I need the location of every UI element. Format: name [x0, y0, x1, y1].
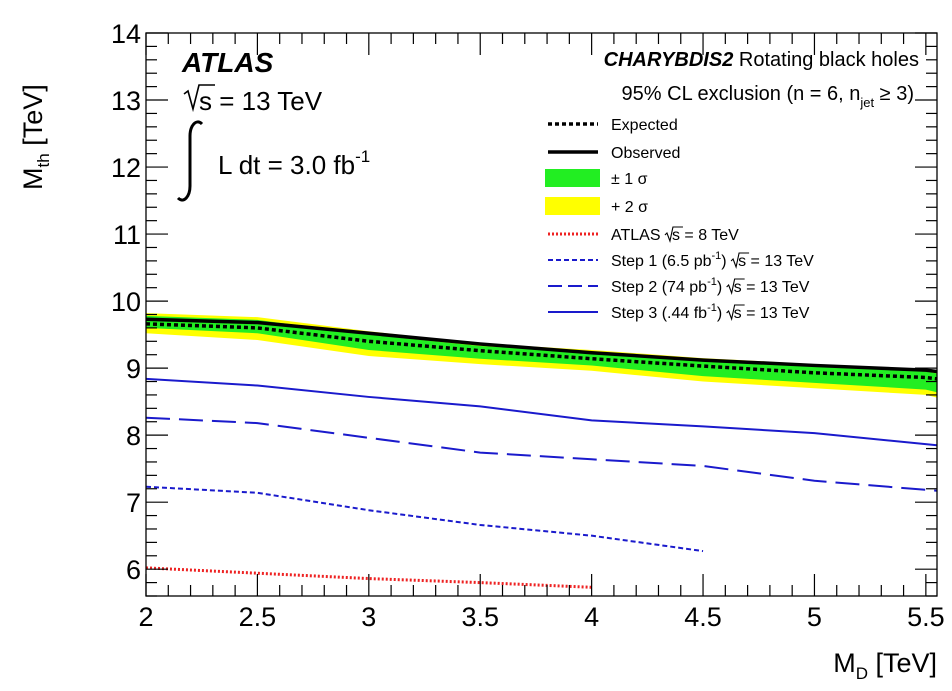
- series-line-solid-black: [146, 317, 937, 374]
- sqrt-symbol-icon: [726, 304, 745, 321]
- series-line-short-dash-blue: [146, 485, 704, 553]
- legend-swatch: [545, 197, 600, 215]
- legend-label: ATLAS s = 8 TeV: [611, 227, 739, 244]
- sqrt-symbol-icon: [730, 252, 750, 269]
- legend-swatch: [545, 169, 600, 187]
- x-tick-label: 5: [807, 602, 822, 632]
- series-line-long-dash-blue: [146, 416, 937, 492]
- x-tick-label: 2.5: [239, 602, 277, 632]
- energy-label: s = 13 TeV: [183, 84, 323, 116]
- y-tick-label: 11: [113, 220, 141, 250]
- sqrt-symbol-icon: [726, 278, 745, 295]
- x-tick-label: 3: [361, 602, 376, 632]
- x-tick-label: 3.5: [461, 602, 499, 632]
- legend-label: Observed: [611, 145, 680, 162]
- data-layer: [146, 313, 937, 589]
- chart-subtitle: 95% CL exclusion (n = 6, njet ≥ 3): [622, 83, 914, 110]
- x-tick-label: 2: [138, 602, 153, 632]
- x-tick-label: 5.5: [907, 602, 945, 632]
- legend-label: Step 2 (74 pb-1) s = 13 TeV: [611, 276, 810, 296]
- y-tick-label: 6: [126, 555, 141, 585]
- axis-ticks: [145, 32, 937, 597]
- lumi-text: L dt = 3.0 fb-1: [218, 147, 370, 180]
- integral-symbol-icon: [176, 120, 204, 202]
- energy-text: s = 13 TeV: [199, 86, 323, 116]
- experiment-label: ATLAS: [181, 47, 274, 78]
- y-tick-label: 14: [111, 19, 141, 49]
- luminosity-label: L dt = 3.0 fb-1: [176, 120, 370, 202]
- y-tick-label: 7: [126, 488, 141, 518]
- x-tick-labels: 2 2.5 3 3.5 4 4.5 5 5.5: [138, 602, 944, 632]
- sqrt-symbol-icon: [183, 84, 215, 113]
- legend-label: + 2 σ: [611, 199, 648, 216]
- y-tick-labels: 6 7 8 9 10 11 12 13 14: [111, 19, 141, 585]
- y-tick-label: 12: [111, 153, 141, 183]
- legend-label: Expected: [611, 117, 678, 134]
- x-axis-title: MD [TeV]: [833, 648, 937, 683]
- series-line-solid-blue: [146, 377, 937, 447]
- y-tick-label: 13: [111, 86, 141, 116]
- chart-title: CHARYBDIS2 Rotating black holes: [604, 49, 919, 71]
- y-tick-label: 9: [126, 354, 141, 384]
- x-tick-label: 4.5: [684, 602, 722, 632]
- x-tick-label: 4: [584, 602, 599, 632]
- legend: Expected Observed ± 1 σ + 2 σ ATLAS s = 8 Te…: [545, 117, 814, 322]
- band-1sigma: [146, 315, 937, 393]
- y-tick-label: 8: [126, 421, 141, 451]
- y-axis-title: Mth [TeV]: [18, 84, 53, 190]
- plot-frame: [145, 32, 938, 597]
- y-tick-label: 10: [111, 287, 141, 317]
- sqrt-symbol-icon: [664, 226, 683, 243]
- series-line-dotted-black: [146, 322, 937, 381]
- legend-label: ± 1 σ: [611, 171, 648, 188]
- legend-label: Step 1 (6.5 pb-1) s = 13 TeV: [611, 250, 814, 270]
- legend-label: Step 3 (.44 fb-1) s = 13 TeV: [611, 302, 810, 322]
